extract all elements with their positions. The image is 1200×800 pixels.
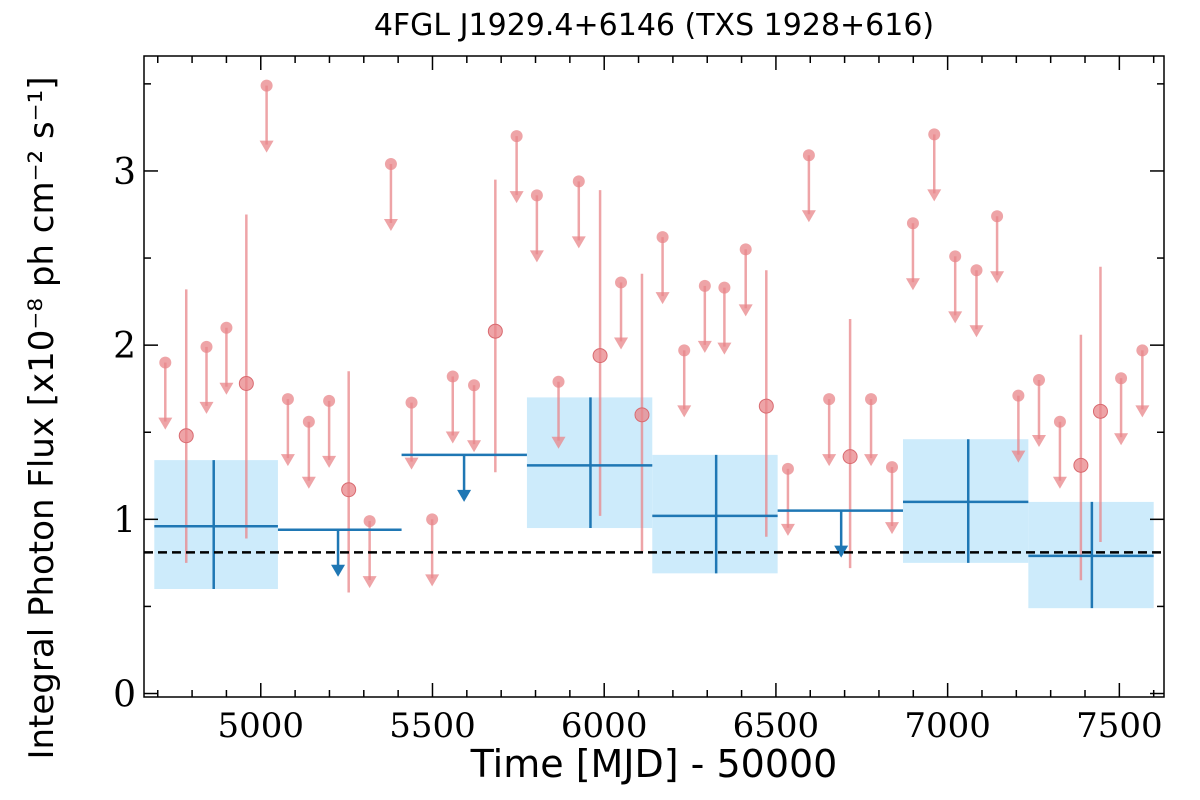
short-bin-upper-limit-arrow	[885, 522, 899, 535]
short-bin-point	[178, 428, 194, 444]
plot-frame	[143, 55, 1165, 698]
y-tick-label: 1	[113, 500, 136, 541]
short-bin-upper-limit-arrow	[158, 417, 173, 430]
short-bin-upper-limit-arrow	[990, 271, 1005, 284]
short-bin-upper-limit-arrow	[1135, 405, 1150, 418]
short-bin-upper-limit-arrow	[1052, 476, 1067, 489]
short-bin-point	[238, 375, 254, 391]
short-bin-upper-limit-arrow	[677, 405, 692, 418]
short-bin-upper-limit-arrow	[948, 311, 963, 324]
long-bin-upper-limit-arrow	[331, 564, 346, 577]
short-bin-upper-limit-arrow	[404, 457, 419, 470]
x-tick-label: 7500	[1076, 706, 1163, 746]
short-bin-upper-limit-arrow	[1011, 450, 1026, 463]
short-bin-upper-limit-arrow	[509, 191, 524, 204]
short-bin-upper-limit-arrow	[445, 431, 460, 444]
short-bin-upper-limit-arrow	[1114, 433, 1129, 446]
short-bin-point	[758, 398, 774, 414]
short-bin-point	[592, 348, 608, 364]
short-bin-upper-limit-arrow	[551, 436, 566, 449]
short-bin-point	[634, 407, 650, 423]
short-bin-point	[1092, 403, 1108, 419]
short-bin-upper-limit-arrow	[969, 325, 984, 338]
short-bin-upper-limit-arrow	[822, 454, 837, 467]
short-bin-upper-limit-arrow	[738, 304, 753, 317]
short-bin-upper-limit-arrow	[362, 576, 377, 589]
short-bin-upper-limit-arrow	[697, 340, 712, 353]
short-bin-upper-limit-arrow	[199, 401, 214, 414]
short-bin-upper-limit-arrow	[780, 523, 795, 536]
short-bin-point	[487, 323, 503, 339]
x-axis-label: Time [MJD] - 50000	[470, 742, 838, 786]
short-bin-upper-limit-arrow	[571, 236, 586, 249]
y-tick-label: 3	[113, 152, 136, 193]
short-bin-upper-limit-arrow	[219, 382, 234, 395]
long-bin-upper-limit-arrow	[834, 545, 849, 558]
short-bin-point	[1073, 457, 1089, 473]
long-bin-upper-limit-arrow	[457, 489, 472, 502]
short-bin-upper-limit-arrow	[280, 454, 295, 467]
short-bin-upper-limit-arrow	[301, 476, 316, 489]
short-bin-upper-limit-arrow	[717, 342, 732, 355]
long-bin-points	[154, 397, 1154, 609]
short-bin-upper-limit-arrow	[655, 292, 670, 305]
x-tick-label: 6500	[733, 706, 820, 746]
short-bin-upper-limit-arrow	[905, 278, 920, 291]
short-bin-upper-limit-arrow	[383, 218, 398, 231]
short-bin-upper-limit-arrow	[864, 454, 879, 467]
y-tick-label: 2	[113, 326, 136, 367]
x-tick-label: 5000	[218, 706, 305, 746]
short-bin-upper-limit-arrow	[259, 140, 274, 153]
axis-ticks: 5000 5500 6000 6500 7000 7500 0 1 2 3	[113, 56, 1164, 746]
x-tick-label: 7000	[904, 706, 991, 746]
short-bin-upper-limit-arrow	[322, 455, 337, 468]
short-bin-upper-limit-arrow	[529, 250, 544, 263]
short-bin-point	[842, 449, 858, 465]
chart-title: 4FGL J1929.4+6146 (TXS 1928+616)	[373, 8, 935, 43]
short-bin-upper-limit-arrow	[425, 574, 440, 587]
short-bin-upper-limit-arrow	[614, 337, 629, 350]
long-bin-error-band	[154, 460, 278, 590]
short-bin-points	[158, 79, 1150, 593]
y-tick-label: 0	[113, 675, 136, 716]
short-bin-upper-limit-arrow	[927, 189, 942, 202]
short-bin-upper-limit-arrow	[801, 210, 816, 223]
x-tick-label: 5500	[389, 706, 476, 746]
x-tick-label: 6000	[561, 706, 648, 746]
short-bin-upper-limit-arrow	[1031, 434, 1046, 447]
short-bin-point	[341, 482, 357, 498]
short-bin-upper-limit-arrow	[467, 440, 482, 453]
